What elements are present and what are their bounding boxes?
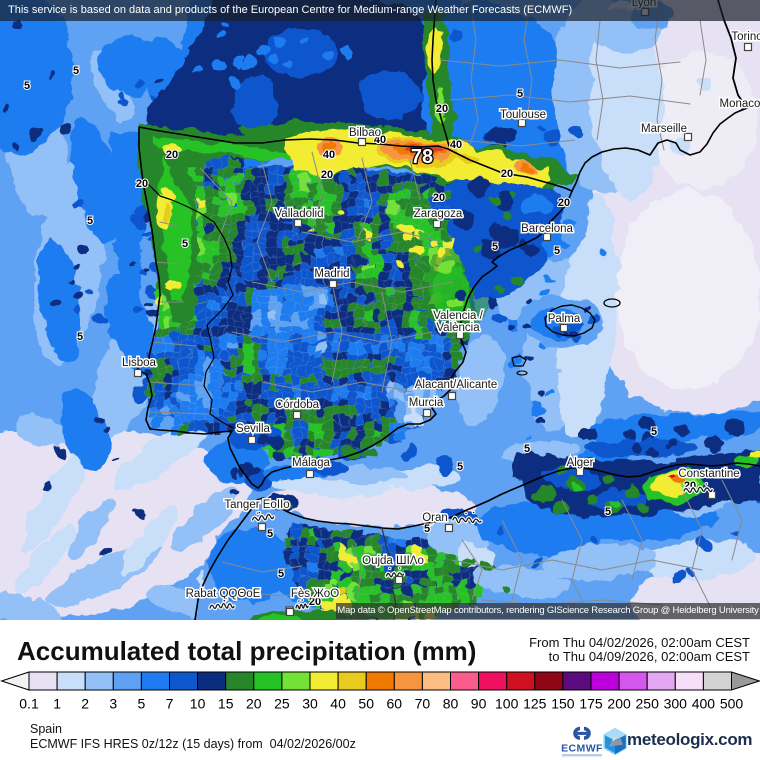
svg-text:20: 20 [166,149,178,161]
svg-text:Torino: Torino [731,31,760,43]
svg-text:80: 80 [443,696,459,711]
svg-text:20: 20 [246,696,262,711]
svg-text:40: 40 [374,134,386,146]
svg-text:5: 5 [24,80,30,92]
svg-text:40: 40 [330,696,346,711]
svg-text:Palma: Palma [548,313,581,325]
svg-text:Tanger ΕοΙΙο: Tanger ΕοΙΙο [224,499,289,511]
svg-text:5: 5 [182,238,188,250]
svg-text:Toulouse: Toulouse [500,109,546,121]
svg-text:ECMWF: ECMWF [561,743,603,755]
svg-text:90: 90 [471,696,487,711]
svg-text:40: 40 [323,149,335,161]
svg-text:50: 50 [358,696,374,711]
svg-text:5: 5 [524,443,530,455]
svg-text:Zaragoza: Zaragoza [414,208,463,220]
svg-text:20: 20 [321,169,333,181]
svg-text:3: 3 [109,696,117,711]
svg-text:125: 125 [523,696,547,711]
svg-text:5: 5 [554,245,560,257]
svg-text:5: 5 [267,528,273,540]
svg-text:150: 150 [551,696,575,711]
svg-text:0.1: 0.1 [19,696,39,711]
svg-text:5: 5 [605,506,611,518]
svg-text:Córdoba: Córdoba [275,399,320,411]
svg-text:Madrid: Madrid [314,268,349,280]
svg-text:20: 20 [309,596,321,608]
svg-text:25: 25 [274,696,290,711]
svg-text:200: 200 [607,696,631,711]
svg-text:Murcia: Murcia [409,397,444,409]
svg-text:Alger: Alger [567,457,594,469]
svg-text:20: 20 [433,192,445,204]
svg-text:5: 5 [517,88,523,100]
svg-text:60: 60 [387,696,403,711]
svg-text:Fès ЖοO: Fès ЖοO [291,588,339,600]
svg-text:Valladolid: Valladolid [274,208,323,220]
svg-text:100: 100 [495,696,519,711]
svg-text:70: 70 [415,696,431,711]
svg-text:15: 15 [218,696,234,711]
svg-text:5: 5 [77,331,83,343]
svg-text:5: 5 [278,568,284,580]
svg-text:175: 175 [579,696,603,711]
svg-text:Valencia /: Valencia / [433,310,483,322]
svg-text:30: 30 [302,696,318,711]
svg-text:1: 1 [53,696,61,711]
svg-text:5: 5 [424,523,430,535]
svg-text:250: 250 [636,696,660,711]
svg-text:Marseille: Marseille [641,123,687,135]
svg-text:5: 5 [138,696,146,711]
svg-text:5: 5 [651,426,657,438]
svg-text:10: 10 [190,696,206,711]
svg-text:40: 40 [450,139,462,151]
svg-text:5: 5 [87,215,93,227]
svg-text:300: 300 [664,696,688,711]
svg-text:7: 7 [166,696,174,711]
svg-text:Barcelona: Barcelona [521,223,573,235]
svg-text:20: 20 [558,197,570,209]
svg-text:Oran: Oran [422,512,448,524]
svg-text:Constantine: Constantine [678,468,739,480]
svg-text:20: 20 [136,178,148,190]
svg-text:Lisboa: Lisboa [122,357,156,369]
svg-text:20: 20 [501,168,513,180]
svg-text:Alacant/Alicante: Alacant/Alicante [415,379,497,391]
svg-text:València: València [436,322,480,334]
svg-text:78: 78 [411,146,433,168]
svg-text:5: 5 [73,65,79,77]
svg-text:Rabat QQΘοE: Rabat QQΘοE [186,588,261,600]
svg-text:Monaco: Monaco [720,98,760,110]
svg-text:20: 20 [436,103,448,115]
svg-text:Sevilla: Sevilla [236,423,270,435]
svg-text:400: 400 [692,696,716,711]
svg-text:Oujda ШΙΛο: Oujda ШΙΛο [362,555,424,567]
svg-text:5: 5 [457,461,463,473]
svg-text:Bilbao: Bilbao [349,127,381,139]
svg-text:5: 5 [492,241,498,253]
svg-text:500: 500 [720,696,744,711]
svg-text:2: 2 [81,696,89,711]
svg-text:Málaga: Málaga [292,457,330,469]
